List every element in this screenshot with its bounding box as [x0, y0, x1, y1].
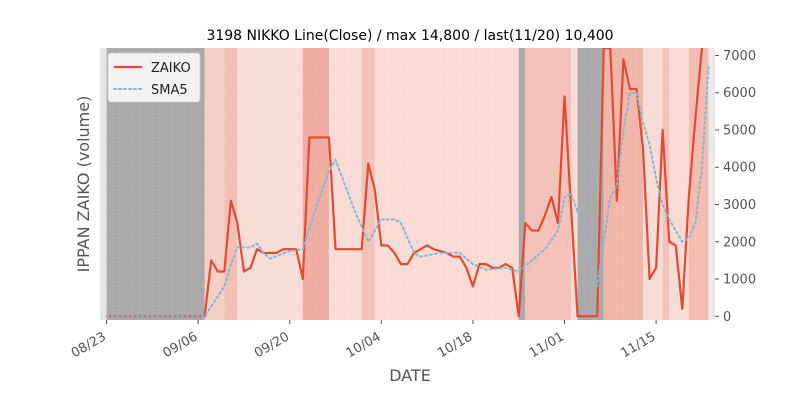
- y-axis-label: IPPAN ZAIKO (volume): [74, 96, 93, 273]
- x-axis-label: DATE: [389, 366, 431, 385]
- chart-title: 3198 NIKKO Line(Close) / max 14,800 / la…: [206, 28, 613, 44]
- legend-label-sma5: SMA5: [151, 83, 188, 98]
- y-axis: 0 1000 2000 3000 4000 5000 6000 7000: [715, 49, 756, 325]
- y-tick-label: 7000: [723, 49, 756, 64]
- y-tick-label: 0: [723, 310, 731, 325]
- background-band: [361, 48, 375, 320]
- legend-label-zaiko: ZAIKO: [151, 61, 191, 76]
- background-band: [669, 48, 689, 320]
- series-lines: [105, 48, 710, 318]
- background-band: [204, 48, 225, 320]
- background-band: [525, 48, 572, 320]
- background-band: [688, 48, 709, 320]
- y-tick-label: 6000: [723, 86, 756, 101]
- y-tick-label: 2000: [723, 235, 756, 250]
- background-band: [374, 48, 519, 320]
- background-band: [237, 48, 303, 320]
- legend: ZAIKO SMA5: [107, 52, 201, 103]
- background-band: [708, 48, 715, 320]
- series-line-sma5: [105, 65, 710, 318]
- background-band: [571, 48, 578, 320]
- background-band: [224, 48, 238, 320]
- y-tick-label: 4000: [723, 161, 756, 176]
- series-line-zaiko: [106, 48, 704, 318]
- background-band: [100, 48, 107, 320]
- y-tick-label: 3000: [723, 198, 756, 213]
- y-tick-label: 1000: [723, 273, 756, 288]
- y-tick-label: 5000: [723, 123, 756, 138]
- background-band: [518, 48, 526, 320]
